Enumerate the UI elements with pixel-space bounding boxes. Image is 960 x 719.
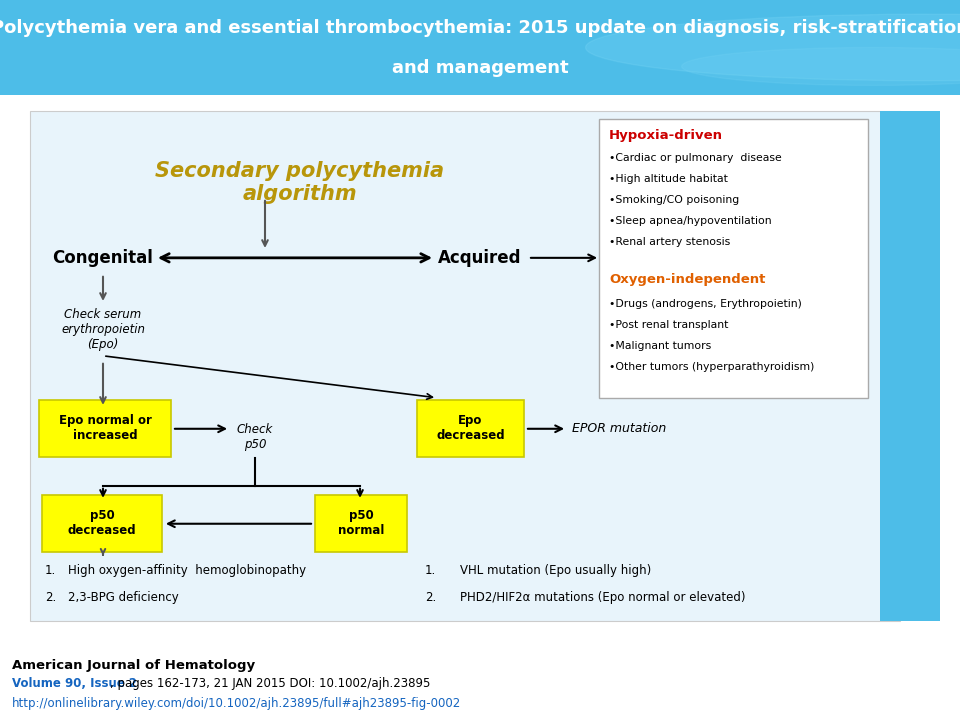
Text: Epo normal or
increased: Epo normal or increased — [59, 414, 152, 442]
Text: http://onlinelibrary.wiley.com/doi/10.1002/ajh.23895/full#ajh23895-fig-0002: http://onlinelibrary.wiley.com/doi/10.10… — [12, 697, 461, 710]
Text: 2.: 2. — [45, 591, 57, 604]
Text: VHL mutation (Epo usually high): VHL mutation (Epo usually high) — [460, 564, 651, 577]
Text: •Drugs (androgens, Erythropoietin): •Drugs (androgens, Erythropoietin) — [609, 299, 802, 309]
Text: Polycythemia vera and essential thrombocythemia: 2015 update on diagnosis, risk-: Polycythemia vera and essential thromboc… — [0, 19, 960, 37]
Text: High oxygen-affinity  hemoglobinopathy: High oxygen-affinity hemoglobinopathy — [68, 564, 306, 577]
Text: Check
p50: Check p50 — [237, 423, 274, 451]
Text: PHD2/HIF2α mutations (Epo normal or elevated): PHD2/HIF2α mutations (Epo normal or elev… — [460, 591, 746, 604]
FancyBboxPatch shape — [42, 495, 162, 551]
Text: •Malignant tumors: •Malignant tumors — [609, 341, 711, 351]
Text: Acquired: Acquired — [439, 249, 521, 267]
Circle shape — [682, 47, 960, 86]
Text: 2,3-BPG deficiency: 2,3-BPG deficiency — [68, 591, 179, 604]
Text: •Smoking/CO poisoning: •Smoking/CO poisoning — [609, 195, 739, 205]
Text: p50
decreased: p50 decreased — [68, 509, 136, 537]
Text: Secondary polycythemia
algorithm: Secondary polycythemia algorithm — [156, 161, 444, 204]
Text: p50
normal: p50 normal — [338, 509, 384, 537]
Text: •Post renal transplant: •Post renal transplant — [609, 320, 729, 330]
Text: 2.: 2. — [425, 591, 436, 604]
Text: Check serum
erythropoietin
(Epo): Check serum erythropoietin (Epo) — [61, 308, 145, 351]
FancyBboxPatch shape — [417, 400, 524, 457]
Text: •Other tumors (hyperparathyroidism): •Other tumors (hyperparathyroidism) — [609, 362, 814, 372]
Text: •Renal artery stenosis: •Renal artery stenosis — [609, 237, 731, 247]
Text: , pages 162-173, 21 JAN 2015 DOI: 10.1002/ajh.23895: , pages 162-173, 21 JAN 2015 DOI: 10.100… — [110, 677, 430, 690]
FancyBboxPatch shape — [0, 0, 960, 95]
FancyBboxPatch shape — [39, 400, 171, 457]
Text: •Cardiac or pulmonary  disease: •Cardiac or pulmonary disease — [609, 153, 781, 163]
FancyBboxPatch shape — [880, 111, 940, 620]
Text: Congenital: Congenital — [53, 249, 154, 267]
Text: 1.: 1. — [425, 564, 436, 577]
Text: 1.: 1. — [45, 564, 57, 577]
FancyBboxPatch shape — [30, 111, 900, 620]
Text: Epo
decreased: Epo decreased — [436, 414, 505, 442]
Text: Volume 90, Issue 2: Volume 90, Issue 2 — [12, 677, 137, 690]
FancyBboxPatch shape — [315, 495, 407, 551]
Text: Oxygen-independent: Oxygen-independent — [609, 273, 765, 286]
Text: Hypoxia-driven: Hypoxia-driven — [609, 129, 723, 142]
Text: EPOR mutation: EPOR mutation — [572, 422, 666, 435]
Text: and management: and management — [392, 60, 568, 78]
Text: •Sleep apnea/hypoventilation: •Sleep apnea/hypoventilation — [609, 216, 772, 226]
FancyBboxPatch shape — [599, 119, 868, 398]
Text: American Journal of Hematology: American Journal of Hematology — [12, 659, 255, 672]
Text: •High altitude habitat: •High altitude habitat — [609, 174, 728, 184]
Circle shape — [586, 14, 960, 81]
